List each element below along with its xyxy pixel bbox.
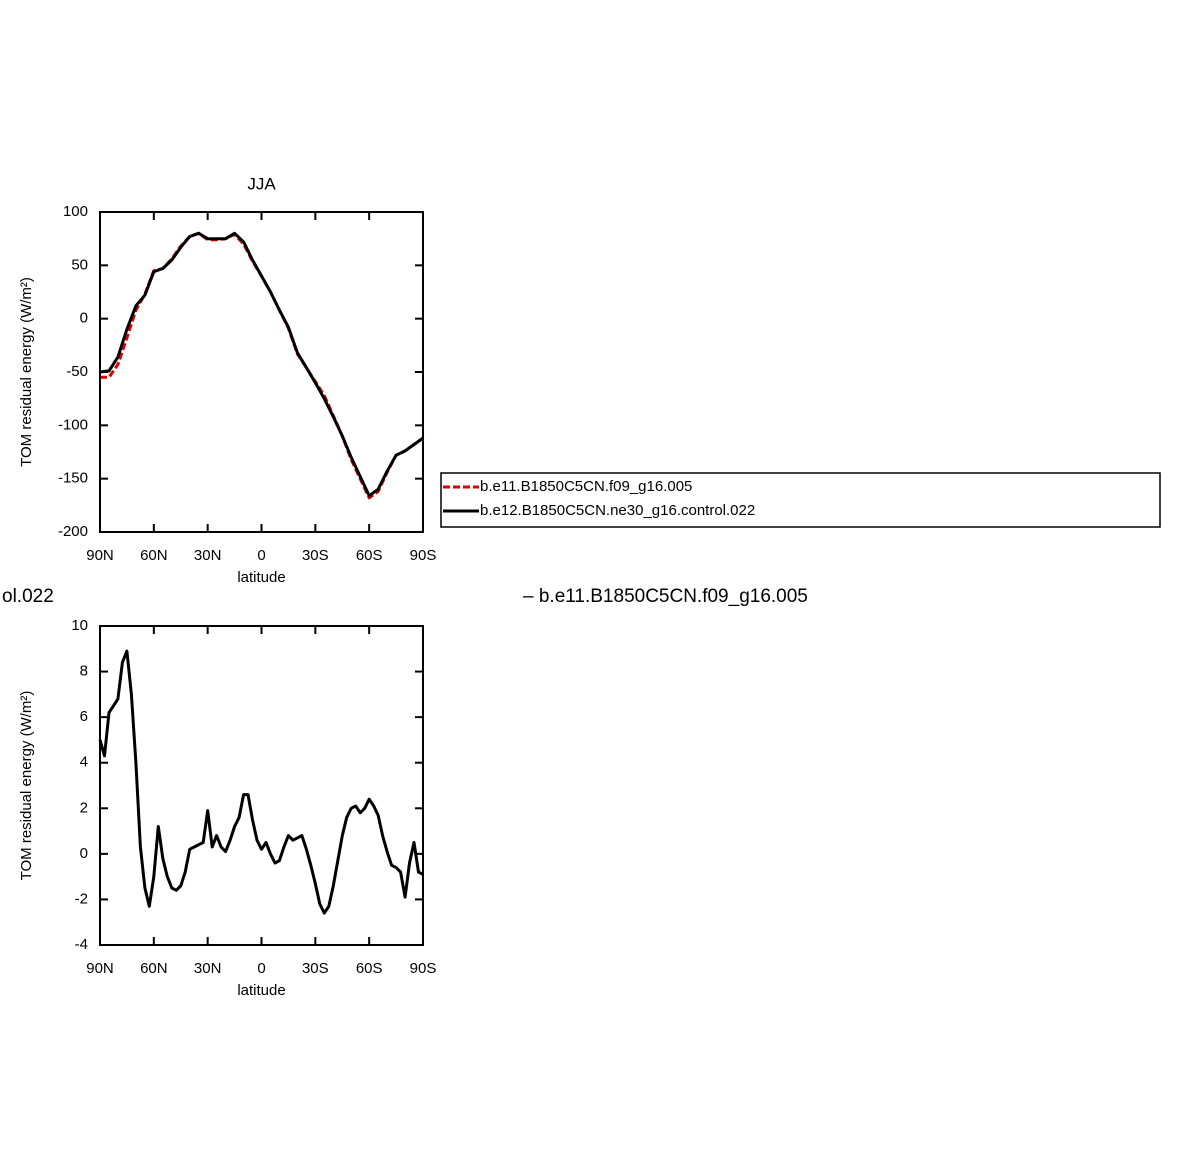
x-tick-label: 90S (410, 547, 437, 564)
x-tick-label: 0 (257, 960, 265, 977)
x-tick-label: 0 (257, 547, 265, 564)
legend-label: b.e11.B1850C5CN.f09_g16.005 (480, 478, 692, 495)
chart-title: – b.e11.B1850C5CN.f09_g16.005 (523, 586, 808, 607)
plot-frame (99, 211, 424, 533)
y-tick-label: 2 (80, 799, 88, 816)
x-tick-label: 60S (356, 547, 383, 564)
y-tick-label: 50 (71, 256, 88, 273)
data-line (99, 231, 424, 498)
x-tick-label: 60N (140, 960, 168, 977)
x-axis-label: latitude (237, 982, 285, 999)
plot-frame (99, 625, 424, 946)
legend-label: b.e12.B1850C5CN.ne30_g16.control.022 (480, 502, 755, 519)
x-axis-label: latitude (237, 569, 285, 586)
chart-title-part: ol.022 (2, 586, 54, 607)
x-tick-label: 30N (194, 960, 222, 977)
x-tick-label: 90N (86, 547, 114, 564)
y-tick-label: 4 (80, 754, 88, 771)
y-axis-label: TOM residual energy (W/m²) (18, 277, 35, 467)
y-axis-label: TOM residual energy (W/m²) (18, 691, 35, 881)
y-tick-label: -100 (58, 416, 88, 433)
y-tick-label: 6 (80, 708, 88, 725)
x-tick-label: 90N (86, 960, 114, 977)
y-tick-label: 10 (71, 617, 88, 634)
y-tick-label: 8 (80, 663, 88, 680)
legend-box (440, 472, 1161, 528)
y-tick-label: -200 (58, 523, 88, 540)
x-tick-label: 60S (356, 960, 383, 977)
y-tick-label: -150 (58, 470, 88, 487)
y-tick-label: -4 (75, 936, 88, 953)
data-line (98, 649, 424, 915)
y-tick-label: -50 (66, 363, 88, 380)
y-tick-label: 100 (63, 203, 88, 220)
x-tick-label: 30S (302, 547, 329, 564)
x-tick-label: 60N (140, 547, 168, 564)
y-tick-label: -2 (75, 890, 88, 907)
x-tick-label: 30N (194, 547, 222, 564)
chart-title: JJA (247, 174, 276, 193)
x-tick-label: 90S (410, 960, 437, 977)
y-tick-label: 0 (80, 845, 88, 862)
x-tick-label: 30S (302, 960, 329, 977)
y-tick-label: 0 (80, 310, 88, 327)
